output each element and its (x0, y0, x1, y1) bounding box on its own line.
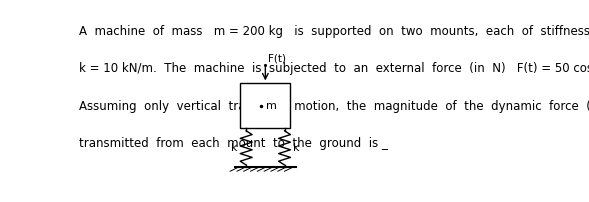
Text: m: m (266, 101, 277, 111)
Text: k: k (231, 143, 238, 153)
Text: A  machine  of  mass   m = 200 kg   is  supported  on  two  mounts,  each  of  s: A machine of mass m = 200 kg is supporte… (79, 25, 589, 38)
Bar (240, 83, 290, 128)
Text: transmitted  from  each  mount  to  the  ground  is _: transmitted from each mount to the groun… (79, 137, 388, 150)
Text: k: k (293, 143, 299, 153)
Text: k = 10 kN/m.  The  machine  is  subjected  to  an  external  force  (in  N)   F(: k = 10 kN/m. The machine is subjected to… (79, 62, 589, 75)
Text: Assuming  only  vertical  translator  motion,  the  magnitude  of  the  dynamic : Assuming only vertical translator motion… (79, 100, 589, 113)
Text: F(t): F(t) (267, 54, 286, 64)
